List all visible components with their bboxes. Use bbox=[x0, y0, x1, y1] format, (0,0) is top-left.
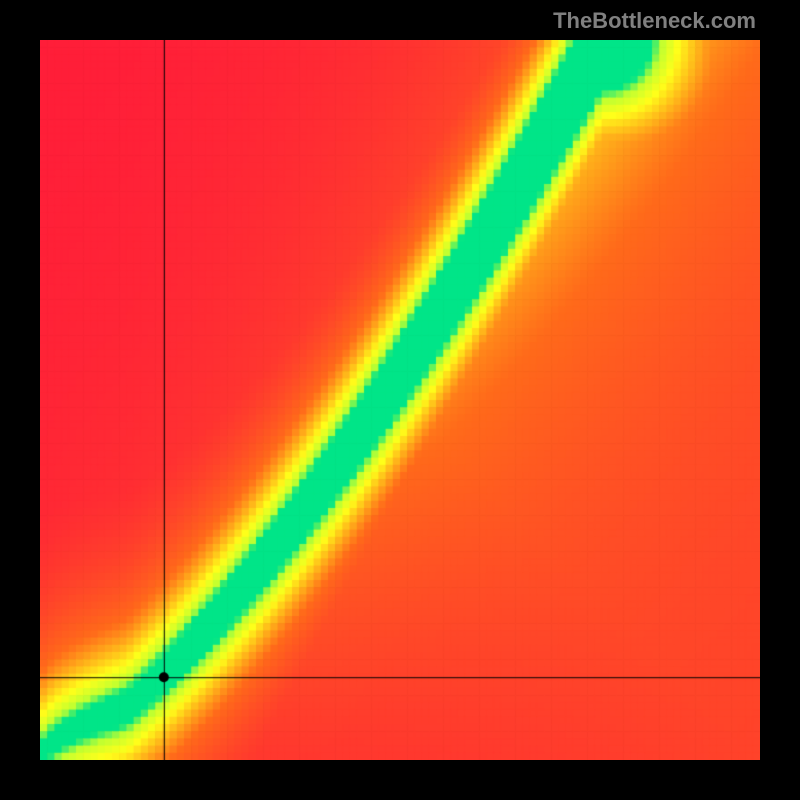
heatmap-canvas bbox=[40, 40, 760, 760]
plot-area bbox=[40, 40, 760, 760]
watermark-text: TheBottleneck.com bbox=[553, 8, 756, 34]
chart-container: TheBottleneck.com bbox=[0, 0, 800, 800]
